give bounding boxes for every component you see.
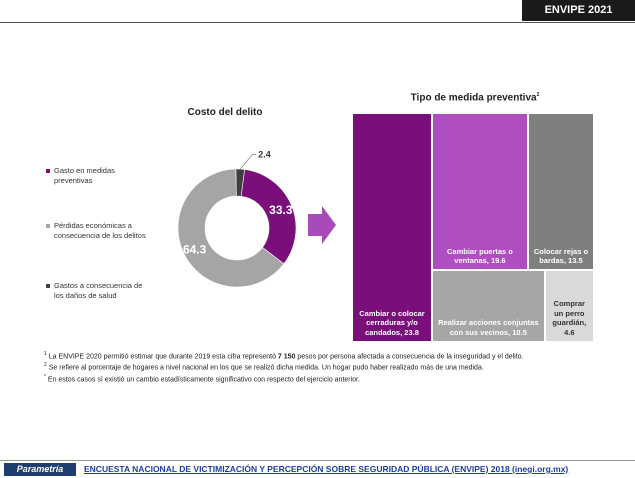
treemap: Cambiar o colocar cerraduras y/o candado… (352, 113, 594, 342)
legend-swatch (46, 284, 50, 288)
title-text: Tipo de medida preventiva (410, 92, 537, 104)
footnote-mark: 2 (44, 362, 47, 369)
leader-line (240, 154, 257, 170)
value-label: 4.6 (564, 327, 575, 337)
treemap-title: Tipo de medida preventiva2 (380, 92, 570, 103)
footer-rule (0, 460, 635, 461)
footnote: 1 La ENVIPE 2020 permitió estimar que du… (44, 351, 524, 362)
value-label: 23.8 (404, 327, 419, 337)
donut-slice (177, 168, 285, 288)
legend-item: Gasto en medidas preventivas (46, 166, 146, 186)
footnotes: 1 La ENVIPE 2020 permitió estimar que du… (44, 351, 524, 385)
footnote-text: pesos por persona afectada a consecuenci… (295, 353, 524, 361)
footnote: 2 Se refiere al porcentaje de hogares a … (44, 362, 524, 373)
legend-swatch (46, 169, 50, 173)
legend-label: Gastos a consecuencia de los daños de sa… (54, 281, 143, 300)
donut-slice (240, 169, 297, 265)
legend-label: Pérdidas económicas a consecuencia de lo… (54, 221, 146, 240)
arrow (308, 206, 336, 244)
header-rule (0, 22, 635, 23)
legend-item: Gastos a consecuencia de los daños de sa… (46, 281, 146, 301)
category-label: Cambiar o colocar cerraduras y/o candado… (359, 308, 425, 337)
value-label: 33.3 (269, 203, 293, 217)
category-label: Comprar un perro guardián, (552, 299, 587, 328)
header-badge: ENVIPE 2021 (522, 0, 635, 21)
footnote-mark: 1 (44, 351, 47, 357)
cell-label: Cambiar puertas o ventanas, 19.6 (437, 247, 523, 266)
legend-label: Gasto en medidas preventivas (54, 166, 115, 185)
footnote-mark: * (44, 373, 46, 380)
footnote-text: En estos casos sí existió un cambio esta… (47, 376, 360, 384)
category-label: Realizar acciones conjuntas con sus veci… (438, 318, 539, 337)
legend-item: Pérdidas económicas a consecuencia de lo… (46, 221, 146, 241)
category-label: Colocar rejas o bardas, (533, 246, 589, 265)
treemap-cell: Realizar acciones conjuntas con sus veci… (431, 270, 545, 342)
cell-label: Comprar un perro guardián, 4.6 (550, 299, 589, 337)
footer-logo: Parametría (4, 463, 76, 476)
footer-link[interactable]: ENCUESTA NACIONAL DE VICTIMIZACIÓN Y PER… (84, 464, 569, 474)
category-label: Cambiar puertas o ventanas, (447, 246, 513, 265)
value-label: 64.3 (183, 242, 207, 256)
cell-label: Cambiar o colocar cerraduras y/o candado… (357, 309, 427, 337)
footnote-text: La ENVIPE 2020 permitió estimar que dura… (48, 353, 278, 361)
footnote-text: Se refiere al porcentaje de hogares a ni… (48, 364, 484, 372)
donut-title: Costo del delito (187, 107, 263, 118)
treemap-cell: Cambiar o colocar cerraduras y/o candado… (352, 113, 432, 342)
value-label: 19.6 (490, 255, 506, 265)
value-label: 13.5 (568, 255, 583, 265)
legend-swatch (46, 224, 50, 228)
treemap-cell: Cambiar puertas o ventanas, 19.6 (431, 113, 528, 271)
cell-label: Colocar rejas o bardas, 13.5 (533, 247, 589, 266)
footnote: * En estos casos sí existió un cambio es… (44, 374, 524, 385)
cell-label: Realizar acciones conjuntas con sus veci… (437, 318, 540, 337)
value-label: 2.4 (258, 150, 271, 160)
title-note: 2 (536, 92, 540, 98)
value-label: 10.5 (512, 327, 527, 337)
treemap-cell: Comprar un perro guardián, 4.6 (544, 270, 594, 342)
footnote-bold: 7 150 (277, 353, 296, 361)
treemap-cell: Colocar rejas o bardas, 13.5 (527, 113, 594, 271)
